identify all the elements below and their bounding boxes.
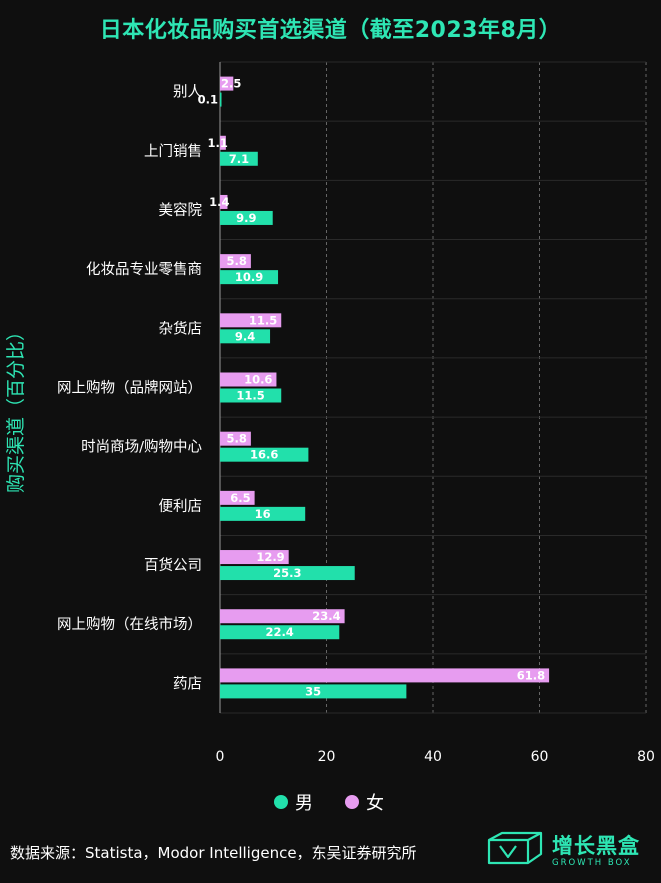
category-label: 网上购物（品牌网站） (57, 380, 202, 397)
bar-male (220, 270, 279, 285)
data-label-male: 22.4 (265, 625, 293, 639)
bar-male (220, 151, 258, 166)
data-label-male: 9.9 (236, 211, 256, 225)
chart-title: 日本化妆品购买首选渠道（截至2023年8月） (99, 18, 562, 43)
category-label: 便利店 (159, 498, 203, 515)
category-label: 杂货店 (159, 320, 203, 337)
category-label: 网上购物（在线市场） (57, 616, 202, 633)
bar-female (220, 431, 251, 446)
category-label: 上门销售 (144, 143, 202, 160)
data-label-male: 9.4 (235, 329, 255, 343)
bar-male (220, 566, 355, 581)
data-label-male: 10.9 (235, 270, 263, 284)
bar-male (220, 625, 340, 640)
bar-male (220, 92, 222, 107)
growth-box-logo: 增长黑盒 GROWTH BOX (486, 828, 656, 872)
bar-female (220, 668, 550, 683)
data-label-female: 12.9 (256, 550, 284, 564)
bar-male (220, 506, 306, 521)
x-tick-label: 20 (318, 749, 336, 765)
data-label-female: 11.5 (249, 313, 277, 327)
bar-female (220, 313, 282, 328)
bar-male (220, 329, 271, 344)
bar-female (220, 135, 226, 150)
category-label: 百货公司 (144, 557, 202, 574)
legend-marker-male (274, 795, 288, 809)
data-label-female: 1.4 (209, 195, 229, 209)
bar-female (220, 254, 251, 269)
data-label-female: 10.6 (244, 373, 272, 387)
data-label-female: 23.4 (312, 609, 340, 623)
bar-male (220, 447, 309, 462)
data-label-male: 0.1 (198, 93, 218, 107)
data-label-female: 5.8 (227, 432, 247, 446)
category-label: 美容院 (159, 202, 203, 219)
data-label-female: 6.5 (230, 491, 250, 505)
bar-male (220, 210, 273, 225)
bar-female (220, 550, 289, 565)
x-tick-label: 0 (216, 749, 225, 765)
data-label-female: 61.8 (517, 668, 545, 682)
x-tick-label: 40 (424, 749, 442, 765)
category-label: 化妆品专业零售商 (86, 261, 202, 278)
x-tick-label: 60 (531, 749, 549, 765)
data-label-male: 11.5 (236, 389, 264, 403)
data-label-female: 5.8 (227, 254, 247, 268)
legend-label-male: 男 (295, 793, 313, 814)
category-label: 时尚商场/购物中心 (81, 439, 202, 456)
bar-male (220, 388, 282, 403)
data-source: 数据来源：Statista，Modor Intelligence，东吴证券研究所 (10, 844, 417, 862)
legend-label-female: 女 (366, 793, 384, 814)
y-axis-title: 购买渠道（百分比） (5, 322, 27, 493)
data-label-male: 16.6 (250, 448, 278, 462)
logo-text: 增长黑盒 (552, 834, 640, 858)
data-label-male: 35 (305, 684, 321, 698)
bar-female (220, 194, 228, 209)
data-label-female: 2.5 (221, 77, 241, 91)
x-tick-label: 80 (637, 749, 655, 765)
bar-male (220, 684, 407, 699)
bar-female (220, 76, 234, 91)
logo-subtext: GROWTH BOX (552, 858, 632, 868)
category-label: 别人 (173, 84, 202, 101)
bar-female (220, 372, 277, 387)
bar-female (220, 609, 345, 624)
category-label: 药店 (173, 675, 202, 692)
data-label-male: 16 (255, 507, 271, 521)
data-label-male: 7.1 (229, 152, 249, 166)
legend-marker-female (345, 795, 359, 809)
cube-box-icon (487, 831, 543, 865)
bar-female (220, 490, 255, 505)
data-label-female: 1.1 (207, 136, 227, 150)
data-label-male: 25.3 (273, 566, 301, 580)
